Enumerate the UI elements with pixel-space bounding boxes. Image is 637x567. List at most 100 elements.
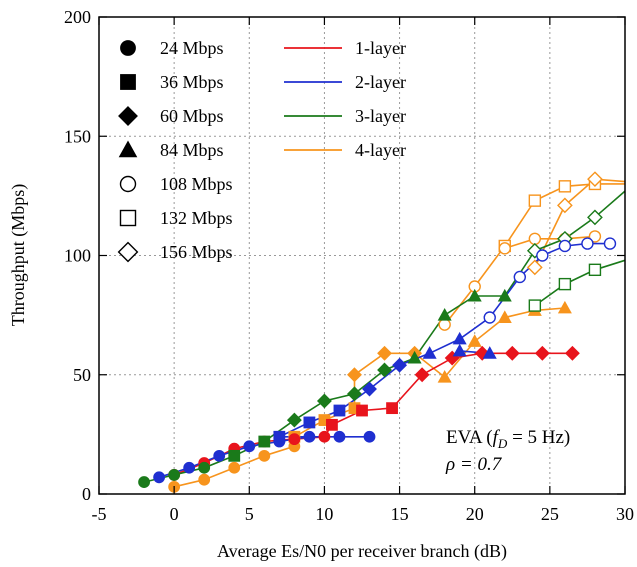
data-point xyxy=(587,209,603,226)
legend-marker-label: 132 Mbps xyxy=(160,208,233,228)
x-axis-label: Average Es/N0 per receiver branch (dB) xyxy=(217,541,507,562)
data-point xyxy=(526,259,543,276)
data-point xyxy=(588,263,602,277)
data-point xyxy=(333,404,346,417)
x-tick-label: -5 xyxy=(92,504,107,524)
data-point xyxy=(392,357,408,373)
data-point xyxy=(258,435,271,448)
y-axis-label: Throughput (Mbps) xyxy=(8,184,29,327)
layer-4-upper2-line xyxy=(504,235,595,250)
data-point xyxy=(316,393,332,409)
legend-marker-label: 156 Mbps xyxy=(160,242,233,262)
data-point xyxy=(138,476,150,488)
x-tick-label: 10 xyxy=(315,504,333,524)
data-point xyxy=(363,430,376,443)
data-point xyxy=(347,367,362,383)
data-point xyxy=(422,346,437,359)
data-point xyxy=(414,367,430,383)
data-point xyxy=(558,180,572,193)
data-point xyxy=(288,433,301,446)
data-point xyxy=(467,288,482,302)
layer-4-upper3-line xyxy=(534,178,626,268)
layer-3-flat-line xyxy=(534,259,626,307)
data-point xyxy=(377,345,392,361)
data-point xyxy=(273,430,286,443)
data-point xyxy=(198,461,211,474)
annotation-line1: EVA (fD = 5 Hz) xyxy=(446,427,570,451)
x-tick-label: 25 xyxy=(541,504,559,524)
data-point xyxy=(386,402,398,415)
legend-line-label: 4-layer xyxy=(355,140,406,160)
series-layer xyxy=(138,171,626,493)
data-point xyxy=(557,300,572,314)
data-point xyxy=(536,249,549,262)
x-tick-label: 30 xyxy=(616,504,634,524)
data-point xyxy=(513,270,526,284)
legend-marker-label: 108 Mbps xyxy=(160,174,233,194)
data-point xyxy=(228,461,241,474)
data-point xyxy=(483,311,496,324)
data-point xyxy=(228,449,241,462)
legend-marker-label: 36 Mbps xyxy=(160,72,224,92)
data-point xyxy=(528,299,542,312)
data-point xyxy=(326,418,338,431)
data-point xyxy=(437,369,452,383)
data-point xyxy=(120,74,136,90)
legend-line-label: 3-layer xyxy=(355,106,406,126)
data-point xyxy=(407,350,422,364)
data-point xyxy=(362,381,377,397)
data-point xyxy=(118,106,138,126)
data-point xyxy=(587,171,603,188)
data-point xyxy=(118,140,138,158)
data-point xyxy=(534,345,550,361)
data-point xyxy=(452,331,467,345)
data-point xyxy=(528,194,542,207)
annotation: EVA (fD = 5 Hz) ρ = 0.7 xyxy=(445,427,570,475)
legend-marker-label: 84 Mbps xyxy=(160,140,224,160)
y-tick-label: 200 xyxy=(64,7,91,27)
legend-line-label: 1-layer xyxy=(355,38,406,58)
data-point xyxy=(438,318,451,331)
data-point xyxy=(528,232,542,246)
data-point xyxy=(437,307,452,321)
data-point xyxy=(557,197,573,214)
data-point xyxy=(377,362,392,378)
data-point xyxy=(258,449,271,462)
data-point xyxy=(183,461,196,474)
data-point xyxy=(504,345,520,361)
data-point xyxy=(497,310,512,323)
data-point xyxy=(558,239,572,253)
y-tick-label: 50 xyxy=(73,365,91,385)
data-point xyxy=(286,412,302,428)
data-point xyxy=(119,209,137,227)
legend-marker-label: 60 Mbps xyxy=(160,106,224,126)
y-tick-label: 150 xyxy=(64,126,91,146)
data-point xyxy=(168,469,181,481)
data-point xyxy=(467,334,482,347)
data-point xyxy=(564,345,580,361)
data-point xyxy=(482,346,497,359)
data-point xyxy=(153,471,166,484)
x-tick-label: 15 xyxy=(391,504,409,524)
x-tick-label: 20 xyxy=(466,504,484,524)
data-point xyxy=(198,473,211,486)
x-tick-label: 0 xyxy=(170,504,179,524)
data-point xyxy=(303,430,316,443)
data-point xyxy=(581,237,594,250)
data-point xyxy=(303,416,316,429)
data-point xyxy=(498,242,511,255)
data-point xyxy=(452,343,467,357)
legend: 24 Mbps 36 Mbps 60 Mbps 84 Mbps 108 Mbps 132 … xyxy=(117,38,406,263)
legend-marker-label: 24 Mbps xyxy=(160,38,224,58)
data-point xyxy=(117,241,139,263)
data-point xyxy=(213,449,226,462)
data-point xyxy=(318,430,331,443)
annotation-rho: ρ = 0.7 xyxy=(445,454,503,475)
data-point xyxy=(333,430,346,443)
data-point xyxy=(558,277,572,291)
data-point xyxy=(356,404,368,417)
data-point xyxy=(347,386,362,402)
data-point xyxy=(119,175,137,193)
y-tick-label: 0 xyxy=(82,484,91,504)
